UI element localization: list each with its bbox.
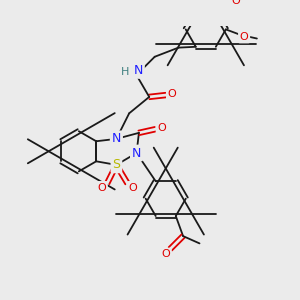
Text: O: O [168,89,176,99]
Text: N: N [134,64,143,77]
Text: S: S [112,158,120,171]
Text: O: O [232,0,240,6]
Text: O: O [98,183,106,193]
Text: N: N [132,146,141,160]
Text: O: O [128,183,137,193]
Text: N: N [112,132,121,146]
Text: O: O [158,123,166,133]
Text: O: O [161,249,170,259]
Text: H: H [121,67,130,77]
Text: O: O [240,32,248,42]
